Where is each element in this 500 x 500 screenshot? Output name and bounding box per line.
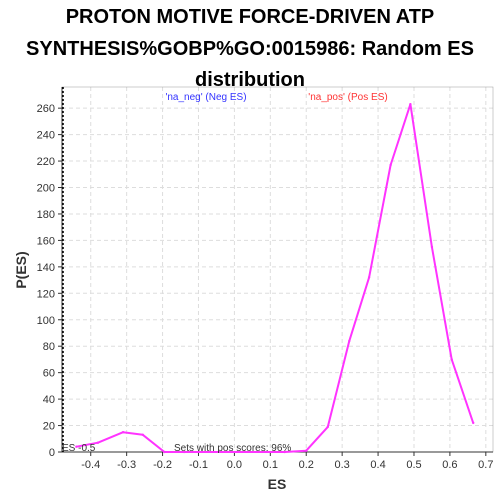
x-tick-label: 0.4	[370, 459, 385, 471]
y-tick-label: 220	[37, 156, 55, 168]
x-tick-label: -0.4	[81, 459, 100, 471]
legend-pos-label: 'na_pos' (Pos ES)	[308, 92, 387, 103]
series-point	[121, 430, 125, 434]
series-point	[182, 450, 186, 454]
es-marker-label: ES -0.5	[62, 443, 96, 454]
y-axis-title: P(ES)	[13, 251, 29, 288]
series-point	[163, 450, 166, 454]
y-tick-label: 180	[37, 209, 55, 221]
x-tick-label: 0.1	[263, 459, 278, 471]
x-tick-label: 0.0	[227, 459, 242, 471]
y-tick-label: 40	[43, 394, 55, 406]
chart-title-line-2: SYNTHESIS%GOBP%GO:0015986: Random ES	[26, 37, 474, 60]
y-tick-label: 240	[37, 130, 55, 142]
y-tick-label: 80	[43, 341, 55, 353]
series-point	[305, 449, 308, 452]
x-tick-label: 0.7	[478, 459, 493, 471]
series-point	[96, 441, 100, 444]
y-tick-label: 200	[37, 183, 55, 195]
series-point	[348, 339, 351, 343]
x-tick-label: 0.6	[442, 459, 457, 471]
y-tick-label: 160	[37, 235, 55, 247]
series-point	[472, 421, 475, 425]
y-tick-label: 100	[37, 315, 55, 327]
legend-neg-label: 'na_neg' (Neg ES)	[165, 92, 246, 103]
series-point	[141, 433, 145, 437]
y-tick-label: 60	[43, 368, 55, 380]
y-axis-ticks: 0 20 40 60 80 100 120 140 160 180 200 220 240 260	[37, 103, 62, 459]
series-point	[430, 245, 434, 249]
chart-title-line-1: PROTON MOTIVE FORCE-DRIVEN ATP	[65, 6, 435, 28]
series-point	[75, 445, 78, 448]
y-tick-label: 260	[37, 103, 55, 115]
series-point	[326, 425, 329, 429]
x-tick-label: -0.2	[153, 459, 172, 471]
y-tick-label: 0	[49, 447, 55, 459]
x-tick-label: -0.1	[189, 459, 208, 471]
series-layer	[75, 102, 475, 454]
x-tick-label: -0.3	[117, 459, 136, 471]
y-tick-label: 120	[37, 288, 55, 300]
y-tick-label: 140	[37, 262, 55, 274]
pos-scores-note: Sets with pos scores: 96%	[174, 443, 291, 454]
series-point	[450, 358, 453, 361]
x-tick-label: 0.2	[299, 459, 314, 471]
x-axis-title: ES	[268, 476, 287, 492]
x-tick-label: 0.5	[406, 459, 421, 471]
series-point	[409, 102, 412, 106]
series-point	[367, 276, 371, 279]
x-axis-ticks: -0.4 -0.3 -0.2 -0.1 0.0 0.1 0.2 0.3 0.4 0.5 0.6 0.7	[81, 452, 493, 471]
series-line	[76, 103, 475, 453]
x-tick-label: 0.3	[335, 459, 350, 471]
series-point	[283, 450, 286, 454]
chart-title: PROTON MOTIVE FORCE-DRIVEN ATP SYNTHESIS…	[0, 2, 500, 97]
series-point	[389, 163, 392, 167]
grid-lines	[62, 87, 493, 453]
y-tick-label: 20	[43, 421, 55, 433]
chart-title-line-3: distribution	[195, 69, 305, 91]
